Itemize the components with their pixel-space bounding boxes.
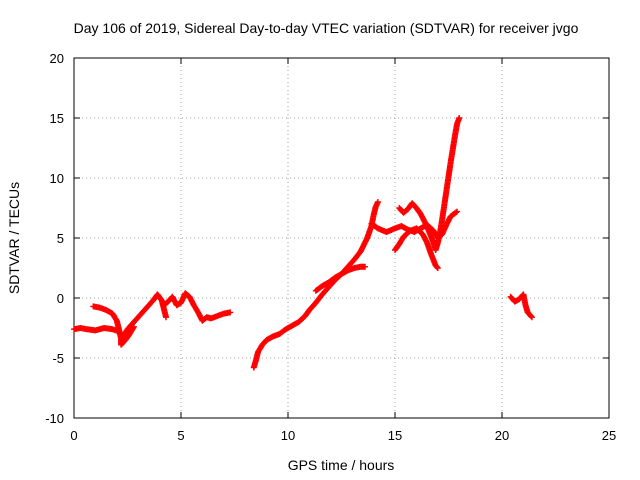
data-point	[528, 314, 535, 321]
data-point	[130, 325, 137, 331]
data-series	[368, 208, 461, 241]
y-tick-label: 0	[57, 291, 64, 306]
axis-ticks	[73, 57, 610, 419]
x-tick-label: 5	[177, 428, 184, 443]
x-tick-label: 0	[70, 428, 77, 443]
y-axis-title: SDTVAR / TECUs	[6, 182, 22, 294]
y-tick-label: 10	[50, 171, 64, 186]
data-point	[362, 263, 369, 270]
y-tick-labels: -10 -5 0 5 10 15 20	[45, 51, 64, 426]
data-point	[528, 313, 535, 320]
data-point	[434, 265, 441, 271]
data-point	[452, 209, 459, 216]
data-series	[392, 225, 441, 271]
data-point	[456, 115, 463, 121]
data-series	[507, 291, 535, 321]
data-point	[227, 309, 234, 316]
x-axis-title: GPS time / hours	[288, 457, 395, 473]
x-tick-labels: 0 5 10 15 20 25	[70, 428, 616, 443]
data-series	[312, 263, 369, 294]
x-tick-label: 15	[388, 428, 402, 443]
y-tick-label: 15	[50, 111, 64, 126]
data-point	[454, 208, 461, 215]
data-point	[374, 199, 381, 205]
y-tick-label: -10	[45, 411, 64, 426]
data-series	[160, 290, 234, 324]
y-tick-label: 20	[50, 51, 64, 66]
x-tick-label: 25	[602, 428, 616, 443]
data-point	[434, 264, 441, 271]
data-points	[71, 115, 535, 371]
data-point	[163, 314, 170, 321]
chart-title: Day 106 of 2019, Sidereal Day-to-day VTE…	[74, 20, 579, 36]
data-series	[90, 303, 137, 348]
grid	[74, 58, 609, 418]
x-tick-label: 10	[281, 428, 295, 443]
y-tick-label: -5	[52, 351, 64, 366]
data-point	[130, 323, 137, 330]
y-tick-label: 5	[57, 231, 64, 246]
data-series	[250, 199, 381, 371]
data-series	[396, 115, 463, 253]
x-tick-label: 20	[495, 428, 509, 443]
